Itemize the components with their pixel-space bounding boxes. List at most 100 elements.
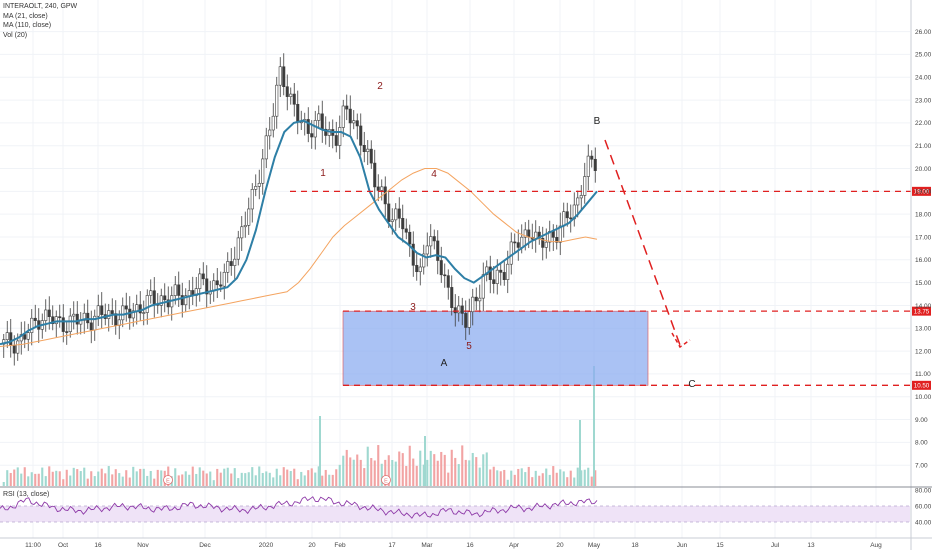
time-tick-label: Dec xyxy=(199,542,211,549)
volume-bar xyxy=(93,476,96,486)
time-tick-label: 18 xyxy=(631,542,639,549)
candle-body xyxy=(229,261,233,266)
candle-body xyxy=(555,237,559,243)
candle-body xyxy=(51,316,55,325)
volume-bar xyxy=(552,466,555,486)
candle-body xyxy=(579,195,583,199)
volume-bar xyxy=(100,468,103,486)
volume-bar xyxy=(352,459,355,486)
candle-body xyxy=(121,305,125,321)
volume-bar xyxy=(531,477,534,486)
volume-bar xyxy=(527,466,530,486)
volume-bar xyxy=(9,472,12,486)
volume-bar xyxy=(104,473,107,486)
volume-bar xyxy=(156,469,159,486)
volume-bar xyxy=(398,451,401,486)
volume-bar xyxy=(566,477,569,486)
price-level-label: 19.00 xyxy=(914,189,930,196)
volume-bar xyxy=(205,473,208,486)
candle-body xyxy=(464,313,468,328)
candle-body xyxy=(436,240,440,261)
symbol-title[interactable]: INTERAOLT, 240, GPW xyxy=(3,3,78,10)
volume-bar xyxy=(510,470,513,486)
candle-body xyxy=(345,105,349,110)
candle-body xyxy=(65,331,69,333)
candle-body xyxy=(509,241,513,265)
volume-bar xyxy=(258,466,261,486)
price-levels: 19.00 13.75 10.50 xyxy=(290,186,931,390)
candle-body xyxy=(569,217,573,220)
candle-body xyxy=(89,322,93,331)
time-axis: 11:00 Oct 16 Nov Dec 2020 20 Feb 17 Mar 16 Apr 20 May… xyxy=(25,542,882,549)
volume-bar xyxy=(111,474,114,486)
volume-bar xyxy=(433,454,436,486)
volume-bar xyxy=(587,467,590,486)
vol-legend[interactable]: Vol (20) xyxy=(3,31,28,39)
candle-body xyxy=(359,125,363,146)
candle-body xyxy=(124,305,128,310)
target-zone-box xyxy=(342,310,649,386)
volume-bar xyxy=(65,469,68,486)
candle-body xyxy=(394,208,398,221)
volume-bar xyxy=(478,467,481,486)
wave-label: 2 xyxy=(377,81,383,92)
volume-bar xyxy=(415,465,418,486)
volume-bar xyxy=(121,476,124,486)
volume-bar xyxy=(450,449,453,486)
candle-body xyxy=(562,211,566,227)
volume-bar xyxy=(2,482,5,486)
candle-body xyxy=(478,297,482,302)
candle-body xyxy=(16,340,20,354)
candle-body xyxy=(296,103,300,123)
volume-bar xyxy=(286,469,289,486)
volume-bar xyxy=(51,471,54,486)
candle-body xyxy=(75,313,79,325)
volume-bar xyxy=(426,459,429,486)
candle-body xyxy=(278,66,282,86)
candle-body xyxy=(44,309,48,321)
volume-bar xyxy=(86,478,89,486)
price-tick-label: 20.00 xyxy=(915,166,932,173)
volume-bar xyxy=(6,470,9,486)
ma110-legend[interactable]: MA (110, close) xyxy=(3,22,52,29)
time-tick-label: Nov xyxy=(137,542,149,549)
candle-body xyxy=(198,273,202,289)
candle-body xyxy=(485,266,489,276)
candle-body xyxy=(33,317,37,321)
time-tick-label: Oct xyxy=(58,542,68,549)
volume-bar xyxy=(254,475,257,486)
time-tick-label: Aug xyxy=(870,542,882,549)
candle-body xyxy=(499,269,503,273)
candle-body xyxy=(583,176,587,196)
candle-body xyxy=(163,295,167,301)
volume-bar xyxy=(37,473,40,486)
candle-body xyxy=(187,290,191,297)
candle-body xyxy=(135,304,139,312)
rsi-legend[interactable]: RSI (13, close) xyxy=(3,491,50,498)
ma21-legend[interactable]: MA (21, close) xyxy=(3,12,48,20)
rsi-line xyxy=(0,496,598,519)
volume-bar xyxy=(457,464,460,486)
price-tick-label: 7.00 xyxy=(915,462,928,469)
price-tick-label: 18.00 xyxy=(915,211,932,218)
volume-bar xyxy=(380,463,383,486)
volume-bar xyxy=(41,467,44,486)
candle-body xyxy=(243,224,247,228)
volume-bar xyxy=(251,467,254,486)
volume-bar xyxy=(594,470,597,486)
volume-bar xyxy=(443,454,446,486)
volume-bar xyxy=(275,468,278,486)
volume-bar xyxy=(492,466,495,486)
volume-bar xyxy=(447,472,450,486)
candle-body xyxy=(72,313,76,317)
volume-bar xyxy=(590,476,593,486)
volume-bar xyxy=(499,471,502,486)
candle-body xyxy=(320,113,324,130)
wave-labels: 1 2 3 4 5 A B C xyxy=(320,81,695,390)
candle-body xyxy=(254,186,258,190)
candle-body xyxy=(324,128,328,136)
volume-bar xyxy=(223,468,226,486)
candle-body xyxy=(341,105,345,128)
candle-body xyxy=(565,211,569,219)
